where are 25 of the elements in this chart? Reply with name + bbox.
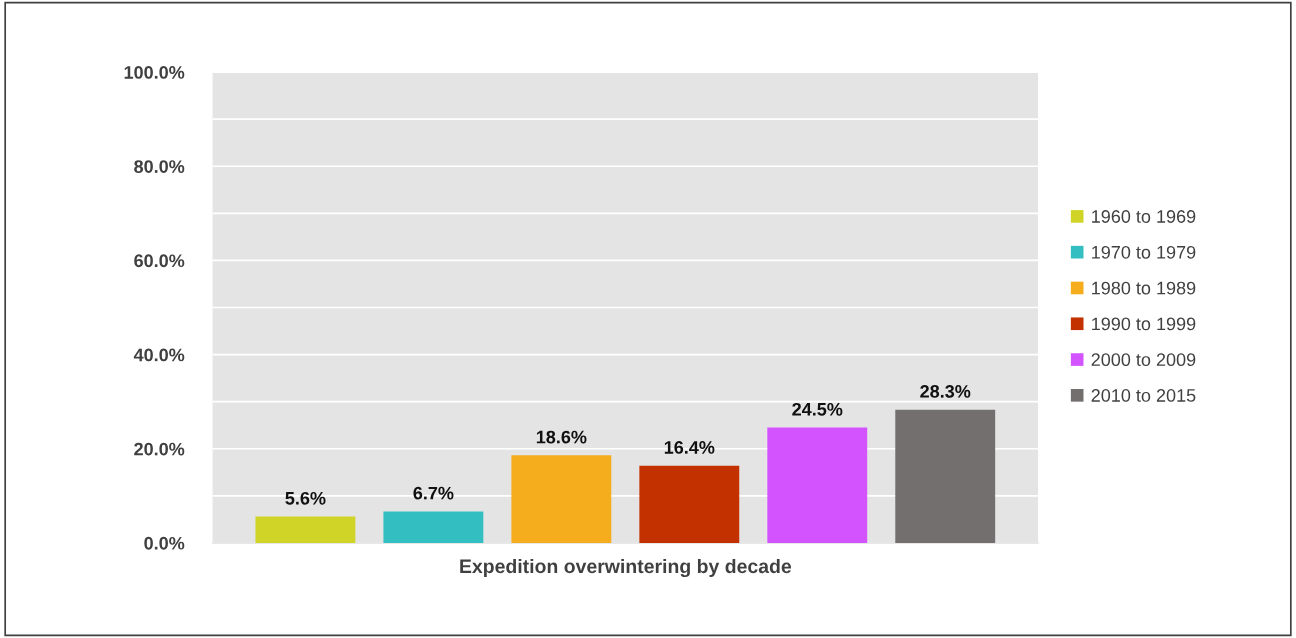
legend-label: 2000 to 2009 bbox=[1091, 353, 1196, 367]
y-tick-label: 20.0% bbox=[134, 442, 185, 456]
data-label: 5.6% bbox=[285, 491, 326, 505]
bar bbox=[511, 455, 612, 543]
data-label: 6.7% bbox=[413, 486, 454, 500]
y-tick-label: 60.0% bbox=[134, 254, 185, 268]
y-tick-label: 0.0% bbox=[144, 536, 185, 550]
x-axis-title: Expedition overwintering by decade bbox=[460, 558, 792, 578]
y-tick-label: 40.0% bbox=[133, 348, 185, 362]
bar bbox=[895, 409, 996, 543]
legend-label: 1970 to 1979 bbox=[1092, 245, 1196, 259]
bar bbox=[255, 516, 356, 543]
legend-label: 1980 to 1989 bbox=[1092, 281, 1196, 295]
legend-label: 1990 to 1999 bbox=[1092, 317, 1196, 331]
y-tick-label: 100.0% bbox=[124, 66, 185, 79]
bar bbox=[767, 427, 868, 543]
legend-label: 2010 to 2015 bbox=[1091, 389, 1196, 402]
data-label: 28.3% bbox=[920, 385, 971, 398]
y-tick-label: 80.0% bbox=[134, 160, 185, 173]
bar bbox=[639, 465, 740, 543]
data-label: 18.6% bbox=[536, 430, 587, 444]
data-label: 24.5% bbox=[792, 402, 843, 416]
data-label: 16.4% bbox=[664, 441, 715, 454]
legend-label: 1960 to 1969 bbox=[1092, 210, 1196, 223]
bar bbox=[383, 511, 484, 543]
